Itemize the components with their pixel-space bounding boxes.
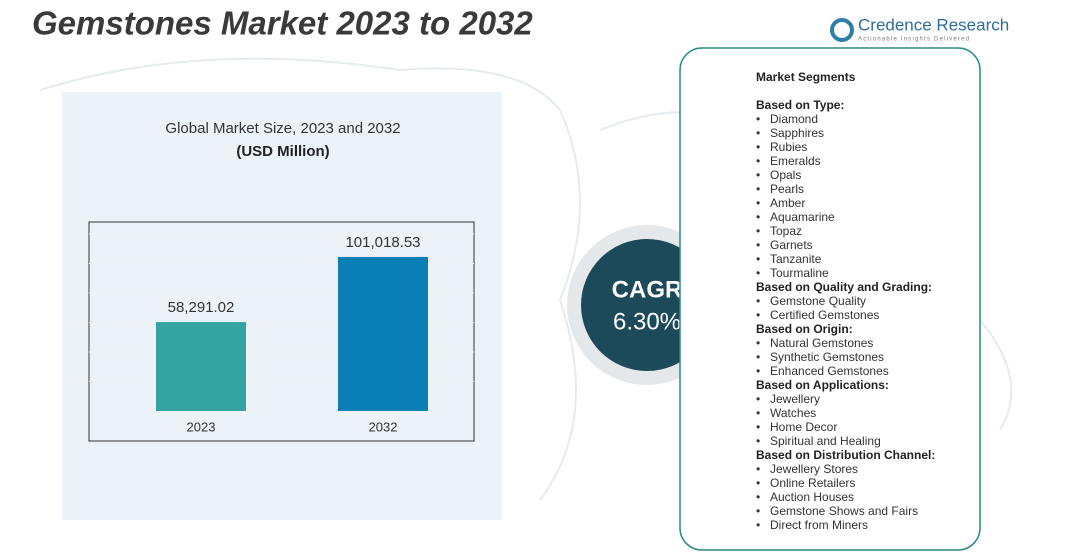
segment-item: Garnets <box>770 238 813 252</box>
segment-item: Home Decor <box>770 420 837 434</box>
bullet: • <box>756 392 760 406</box>
segment-item: Sapphires <box>770 126 824 140</box>
bullet: • <box>756 462 760 476</box>
segment-item: Synthetic Gemstones <box>770 350 884 364</box>
segment-item: Auction Houses <box>770 490 854 504</box>
chart-subtitle: (USD Million) <box>236 143 329 160</box>
segment-item: Pearls <box>770 182 804 196</box>
bullet: • <box>756 238 760 252</box>
chart-title: Global Market Size, 2023 and 2032 <box>165 120 400 137</box>
segment-item: Spiritual and Healing <box>770 434 881 448</box>
bullet: • <box>756 434 760 448</box>
segments-heading: Market Segments <box>756 70 856 84</box>
segment-item: Watches <box>770 406 816 420</box>
bullet: • <box>756 518 760 532</box>
bullet: • <box>756 364 760 378</box>
bullet: • <box>756 112 760 126</box>
cagr-label: CAGR <box>612 276 683 303</box>
bullet: • <box>756 406 760 420</box>
logo: Credence Research Actionable Insights De… <box>830 15 1009 43</box>
bullet: • <box>756 196 760 210</box>
bar <box>156 322 246 411</box>
logo-tagline: Actionable Insights Delivered <box>858 37 970 43</box>
segment-item: Gemstone Shows and Fairs <box>770 504 918 518</box>
segment-item: Jewellery Stores <box>770 462 858 476</box>
segment-item: Amber <box>770 196 805 210</box>
x-tick-label: 2023 <box>187 419 216 434</box>
segment-item: Opals <box>770 168 801 182</box>
value-label: 101,018.53 <box>345 234 420 251</box>
bullet: • <box>756 350 760 364</box>
segment-group-title: Based on Distribution Channel: <box>756 448 935 462</box>
bullet: • <box>756 336 760 350</box>
bullet: • <box>756 252 760 266</box>
bullet: • <box>756 210 760 224</box>
bullet: • <box>756 490 760 504</box>
segment-item: Direct from Miners <box>770 518 868 532</box>
segment-item: Jewellery <box>770 392 820 406</box>
segment-item: Tourmaline <box>770 266 829 280</box>
segment-item: Rubies <box>770 140 807 154</box>
bullet: • <box>756 420 760 434</box>
segment-item: Gemstone Quality <box>770 294 866 308</box>
x-tick-label: 2032 <box>369 419 398 434</box>
bar <box>338 256 428 411</box>
bullet: • <box>756 168 760 182</box>
bullet: • <box>756 294 760 308</box>
bullet: • <box>756 224 760 238</box>
segment-group-title: Based on Applications: <box>756 378 889 392</box>
segment-item: Enhanced Gemstones <box>770 364 889 378</box>
segment-item: Online Retailers <box>770 476 855 490</box>
bullet: • <box>756 140 760 154</box>
segment-item: Emeralds <box>770 154 821 168</box>
bullet: • <box>756 154 760 168</box>
plot-frame <box>88 221 475 442</box>
segment-item: Diamond <box>770 112 818 126</box>
bullet: • <box>756 266 760 280</box>
bullet: • <box>756 182 760 196</box>
bullet: • <box>756 476 760 490</box>
chart-panel <box>62 92 502 520</box>
page-title: Gemstones Market 2023 to 2032 <box>32 5 533 42</box>
bullet: • <box>756 308 760 322</box>
segment-group-title: Based on Type: <box>756 98 844 112</box>
segment-item: Tanzanite <box>770 252 822 266</box>
segments-panel <box>679 47 981 551</box>
bullet: • <box>756 504 760 518</box>
segment-item: Topaz <box>770 224 802 238</box>
cagr-value: 6.30% <box>613 308 681 335</box>
segment-group-title: Based on Origin: <box>756 322 853 336</box>
segment-item: Certified Gemstones <box>770 308 879 322</box>
bullet: • <box>756 126 760 140</box>
logo-icon <box>830 18 854 42</box>
segment-group-title: Based on Quality and Grading: <box>756 280 932 294</box>
value-label: 58,291.02 <box>168 299 235 316</box>
logo-name: Credence Research <box>858 15 1009 34</box>
segment-item: Aquamarine <box>770 210 835 224</box>
segment-item: Natural Gemstones <box>770 336 873 350</box>
